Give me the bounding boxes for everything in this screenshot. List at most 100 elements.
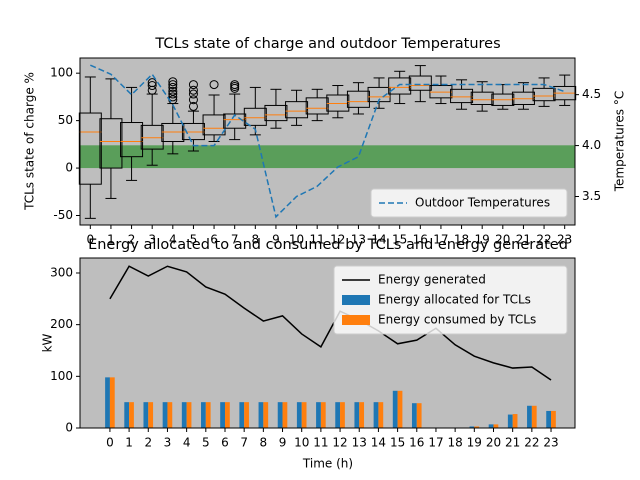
x-tick-label: 9 <box>272 233 280 247</box>
box <box>99 118 123 169</box>
outlier <box>168 80 178 90</box>
x-tick-label: 6 <box>221 436 229 450</box>
x-tick-label: 0 <box>86 233 94 247</box>
bar <box>354 402 360 428</box>
line <box>90 64 565 219</box>
outlier <box>168 77 178 87</box>
outlier <box>188 89 198 99</box>
x-tick-label: 6 <box>210 233 218 247</box>
x-tick-label: 13 <box>352 436 367 450</box>
x-tick-label: 10 <box>294 436 309 450</box>
box <box>470 91 494 105</box>
bar <box>373 402 379 428</box>
outlier <box>188 85 198 95</box>
x-tick-label: 16 <box>413 233 428 247</box>
y-axis-label: kW <box>41 333 55 352</box>
outlier <box>168 82 178 92</box>
bar <box>109 377 115 428</box>
y2-tick-label: 3.5 <box>582 189 601 203</box>
y-axis-label: TCLs state of charge % <box>23 72 37 211</box>
outlier <box>147 81 157 91</box>
bar <box>220 402 225 428</box>
x-tick-label: 0 <box>106 436 114 450</box>
x-tick-label: 21 <box>516 233 531 247</box>
bar <box>148 402 154 428</box>
box <box>202 114 226 136</box>
x-tick-label: 1 <box>107 233 115 247</box>
bar <box>512 414 518 428</box>
x-tick-label: 11 <box>313 436 328 450</box>
x-tick-label: 20 <box>486 436 501 450</box>
x-tick-label: 13 <box>351 233 366 247</box>
x-tick-label: 2 <box>128 233 136 247</box>
x-tick-label: 20 <box>495 233 510 247</box>
bar <box>105 377 110 428</box>
plot-frame <box>79 257 576 429</box>
legend-label: Outdoor Temperatures <box>415 196 550 210</box>
line <box>109 265 552 381</box>
bar <box>244 402 249 428</box>
x-tick-label: 4 <box>169 233 177 247</box>
x-tick-label: 3 <box>164 436 172 450</box>
x-tick-label: 11 <box>310 233 325 247</box>
legend-label: Energy allocated for TCLs <box>378 293 531 307</box>
legend-swatch <box>342 315 370 325</box>
x-tick-label: 23 <box>543 436 558 450</box>
bar <box>411 403 417 428</box>
box <box>223 113 247 129</box>
outlier <box>188 80 198 90</box>
x-tick-label: 23 <box>557 233 572 247</box>
bar <box>416 403 422 428</box>
bar <box>551 410 556 428</box>
x-tick-label: 9 <box>279 436 287 450</box>
x-tick-label: 19 <box>475 233 490 247</box>
bar <box>493 424 499 428</box>
box <box>78 112 102 185</box>
box <box>450 88 474 104</box>
legend-label: Energy generated <box>378 273 486 287</box>
x-tick-label: 7 <box>231 233 239 247</box>
legend-swatch <box>342 295 370 305</box>
x-tick-label: 7 <box>240 436 248 450</box>
x-tick-label: 15 <box>390 436 405 450</box>
x-tick-label: 16 <box>409 436 424 450</box>
x-axis-label: Time (h) <box>302 457 353 471</box>
outlier <box>168 89 178 99</box>
x-tick-label: 8 <box>251 233 259 247</box>
x-tick-label: 22 <box>536 233 551 247</box>
chart-title: Energy allocated to and consumed by TCLs… <box>88 237 568 253</box>
bar <box>224 402 230 428</box>
y2-tick-label: 4.0 <box>582 138 601 152</box>
bar <box>258 402 264 428</box>
outlier <box>168 86 178 96</box>
bar <box>181 402 187 428</box>
chart-title: TCLs state of charge and outdoor Tempera… <box>154 36 500 52</box>
x-tick-label: 14 <box>371 233 386 247</box>
box <box>120 122 144 158</box>
box <box>408 75 432 91</box>
y-tick-label: 0 <box>65 161 73 175</box>
bar <box>359 402 365 428</box>
legend-box <box>333 265 568 335</box>
y2-tick-label: 4.5 <box>582 87 601 101</box>
box <box>346 90 370 108</box>
bar <box>469 426 475 428</box>
bar <box>316 402 321 428</box>
bar <box>124 402 130 428</box>
outlier <box>188 101 198 111</box>
x-tick-label: 12 <box>332 436 347 450</box>
y2-axis-label: Temperatures °C <box>613 91 627 192</box>
bar <box>296 402 302 428</box>
x-tick-label: 17 <box>433 233 448 247</box>
band <box>80 145 575 169</box>
x-tick-label: 17 <box>428 436 443 450</box>
bar <box>335 402 341 428</box>
x-tick-label: 5 <box>202 436 210 450</box>
x-tick-label: 18 <box>454 233 469 247</box>
bar <box>167 402 173 428</box>
bar <box>282 402 288 428</box>
box <box>243 107 267 126</box>
bar <box>186 402 192 428</box>
y-tick-label: -50 <box>53 208 73 222</box>
bar <box>239 402 245 428</box>
